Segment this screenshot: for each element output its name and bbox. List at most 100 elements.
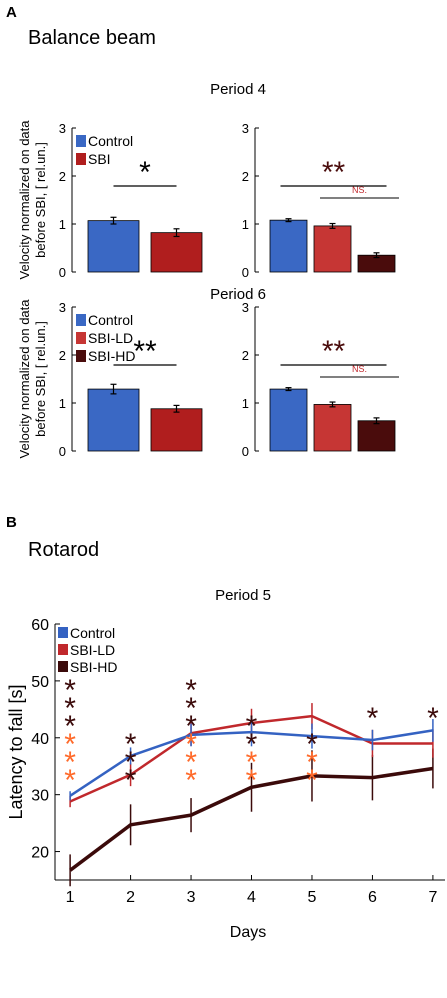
p4-left-legend-label: SBI: [88, 151, 111, 167]
p6-left-sig-stars: **: [133, 335, 157, 368]
rotarod-star-orange: *: [185, 728, 197, 761]
rotarod-legend-swatch: [58, 627, 68, 638]
p4-ylabel-line2: before SBI, [ rel.un.]: [33, 142, 48, 258]
rotarod-star-dark: *: [427, 702, 439, 735]
p4-left-legend-label: Control: [88, 133, 133, 149]
rotarod-star-orange: *: [246, 746, 258, 779]
p6-left-bar-control: [87, 388, 140, 452]
rotarod-xtick-label: 5: [308, 889, 317, 906]
p6-left-legend-label: SBI-LD: [88, 330, 133, 346]
rotarod-xtick-label: 1: [66, 889, 75, 906]
rotarod-star-orange: *: [64, 764, 76, 797]
p4-left-ytick-label: 2: [59, 169, 66, 184]
rotarod-ytick-label: 40: [31, 731, 49, 748]
panel-b-letter: B: [6, 514, 17, 531]
p6-right-bar-control: [269, 388, 308, 452]
rotarod-ytick-label: 20: [31, 845, 49, 862]
rotarod-xlabel: Days: [230, 924, 266, 941]
rotarod-star-dark: *: [246, 710, 258, 743]
p4-right-bar-sbi-ld: [313, 225, 352, 273]
p6-left-ytick-label: 3: [59, 300, 66, 315]
p6-right-bar-sbi-hd: [357, 420, 396, 452]
p4-right-sig-stars: **: [322, 156, 346, 189]
rotarod-legend-label: SBI-HD: [70, 659, 117, 675]
p4-right-ns-label: NS.: [352, 185, 367, 195]
rotarod-star-dark: *: [185, 692, 197, 725]
p4-right-ytick-label: 1: [242, 217, 249, 232]
rotarod-title: Period 5: [215, 587, 271, 604]
rotarod-star-dark: *: [185, 674, 197, 707]
p4-left-bar-sbi: [150, 232, 203, 273]
p6-right-ytick-label: 1: [242, 396, 249, 411]
rotarod-ytick-label: 30: [31, 788, 49, 805]
rotarod-legend-label: Control: [70, 625, 115, 641]
p6-right-bar-sbi-ld: [313, 404, 352, 452]
rotarod-star-dark: *: [125, 764, 137, 797]
rotarod-xtick-label: 2: [126, 889, 135, 906]
p6-right-ns-label: NS.: [352, 364, 367, 374]
p6-left-ytick-label: 1: [59, 396, 66, 411]
p6-left-ytick-label: 0: [59, 444, 66, 459]
p6-left-legend-swatch: [76, 350, 86, 362]
rotarod-chart: Period 5 20 30 40 50 60 1 2 3 4 5 6 7 Days Latency to …: [6, 587, 445, 941]
p4-right-ytick-label: 3: [242, 121, 249, 136]
p6-right-ytick-label: 0: [242, 444, 249, 459]
rotarod-star-dark: *: [125, 746, 137, 779]
rotarod-star-dark: *: [246, 728, 258, 761]
p6-left-title: Period 6: [210, 286, 266, 303]
rotarod-star-orange: *: [185, 764, 197, 797]
p4-left-ytick-label: 3: [59, 121, 66, 136]
panel-b-title: Rotarod: [28, 539, 99, 561]
p6-ylabel-line1: Velocity normalized on data: [17, 299, 32, 459]
rotarod-star-dark: *: [306, 728, 318, 761]
p6-right-ytick-label: 3: [242, 300, 249, 315]
p4-left-legend-swatch: [76, 135, 86, 147]
bar-charts: Period 4 0 1 2 3 Control SBI * 0 1 2 3 ** NS. Period 6…: [59, 81, 399, 459]
panel-a-title: Balance beam: [28, 27, 156, 49]
p4-right-bar-control: [269, 219, 308, 273]
rotarod-legend-label: SBI-LD: [70, 642, 115, 658]
p4-right-chart: 0 1 2 3 ** NS.: [242, 121, 399, 280]
p6-left-chart: Period 6 0 1 2 3 Control SBI-LD SBI-HD**: [59, 286, 266, 459]
p6-right-sig-stars: **: [322, 335, 346, 368]
rotarod-star-dark: *: [125, 728, 137, 761]
p4-left-bar-control: [87, 220, 140, 273]
rotarod-line-control: [69, 729, 434, 797]
rotarod-ytick-label: 50: [31, 674, 49, 691]
p4-left-sig-stars: *: [139, 156, 151, 189]
p6-left-bar-sbi: [150, 408, 203, 452]
p4-ylabel-line1: Velocity normalized on data: [17, 120, 32, 280]
p4-right-ytick-label: 2: [242, 169, 249, 184]
rotarod-ylabel: Latency to fall [s]: [6, 684, 26, 819]
rotarod-star-orange: *: [64, 728, 76, 761]
p6-left-legend-label: Control: [88, 312, 133, 328]
p6-left-legend-swatch: [76, 314, 86, 326]
p4-left-title: Period 4: [210, 81, 266, 98]
p4-left-chart: Period 4 0 1 2 3 Control SBI *: [59, 81, 266, 280]
rotarod-star-dark: *: [367, 702, 379, 735]
p6-left-ytick-label: 2: [59, 348, 66, 363]
rotarod-legend-swatch: [58, 644, 68, 655]
rotarod-legend-swatch: [58, 661, 68, 672]
rotarod-star-orange: *: [306, 746, 318, 779]
p4-left-ytick-label: 1: [59, 217, 66, 232]
rotarod-xtick-label: 4: [247, 889, 256, 906]
p4-left-legend-swatch: [76, 153, 86, 165]
rotarod-star-orange: *: [246, 764, 258, 797]
rotarod-line-sbi-hd: [69, 766, 434, 872]
p6-left-legend-swatch: [76, 332, 86, 344]
rotarod-xtick-label: 6: [368, 889, 377, 906]
rotarod-xtick-label: 3: [187, 889, 196, 906]
p6-left-legend-label: SBI-HD: [88, 348, 135, 364]
rotarod-xtick-label: 7: [428, 889, 437, 906]
p4-right-ytick-label: 0: [242, 265, 249, 280]
rotarod-star-dark: *: [64, 692, 76, 725]
panel-a-letter: A: [6, 4, 17, 21]
rotarod-star-dark: *: [185, 710, 197, 743]
rotarod-star-orange: *: [306, 764, 318, 797]
rotarod-star-dark: *: [64, 710, 76, 743]
p6-right-ytick-label: 2: [242, 348, 249, 363]
rotarod-star-orange: *: [64, 746, 76, 779]
rotarod-star-dark: *: [64, 674, 76, 707]
